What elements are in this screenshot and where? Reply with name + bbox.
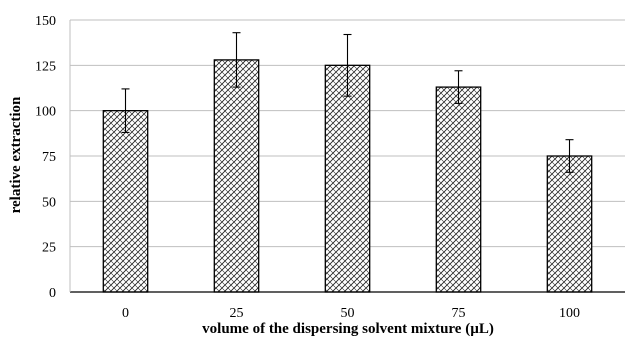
bar-50 <box>324 64 371 293</box>
y-tick-labels: 0 25 50 75 100 125 150 <box>35 14 56 301</box>
y-tick-label: 25 <box>42 241 56 256</box>
y-tick-label: 50 <box>42 195 56 210</box>
bar-100 <box>546 155 593 293</box>
x-axis-title: volume of the dispersing solvent mixture… <box>202 321 494 337</box>
y-tick-label: 125 <box>35 59 56 74</box>
x-tick-label: 100 <box>559 306 580 321</box>
y-tick-label: 100 <box>35 105 56 120</box>
x-tick-label: 25 <box>230 306 244 321</box>
x-tick-label: 75 <box>452 306 466 321</box>
y-tick-label: 75 <box>42 150 56 165</box>
x-tick-label: 50 <box>341 306 355 321</box>
y-axis-title: relative extraction <box>8 96 24 213</box>
x-tick-labels: 0 25 50 75 100 <box>122 306 580 321</box>
y-tick-label: 150 <box>35 14 56 29</box>
x-tick-label: 0 <box>122 306 129 321</box>
y-tick-label: 0 <box>49 286 56 301</box>
bar-75 <box>435 86 482 293</box>
error-bars <box>121 32 574 173</box>
bar-25 <box>213 59 260 293</box>
bar-0 <box>102 110 149 293</box>
